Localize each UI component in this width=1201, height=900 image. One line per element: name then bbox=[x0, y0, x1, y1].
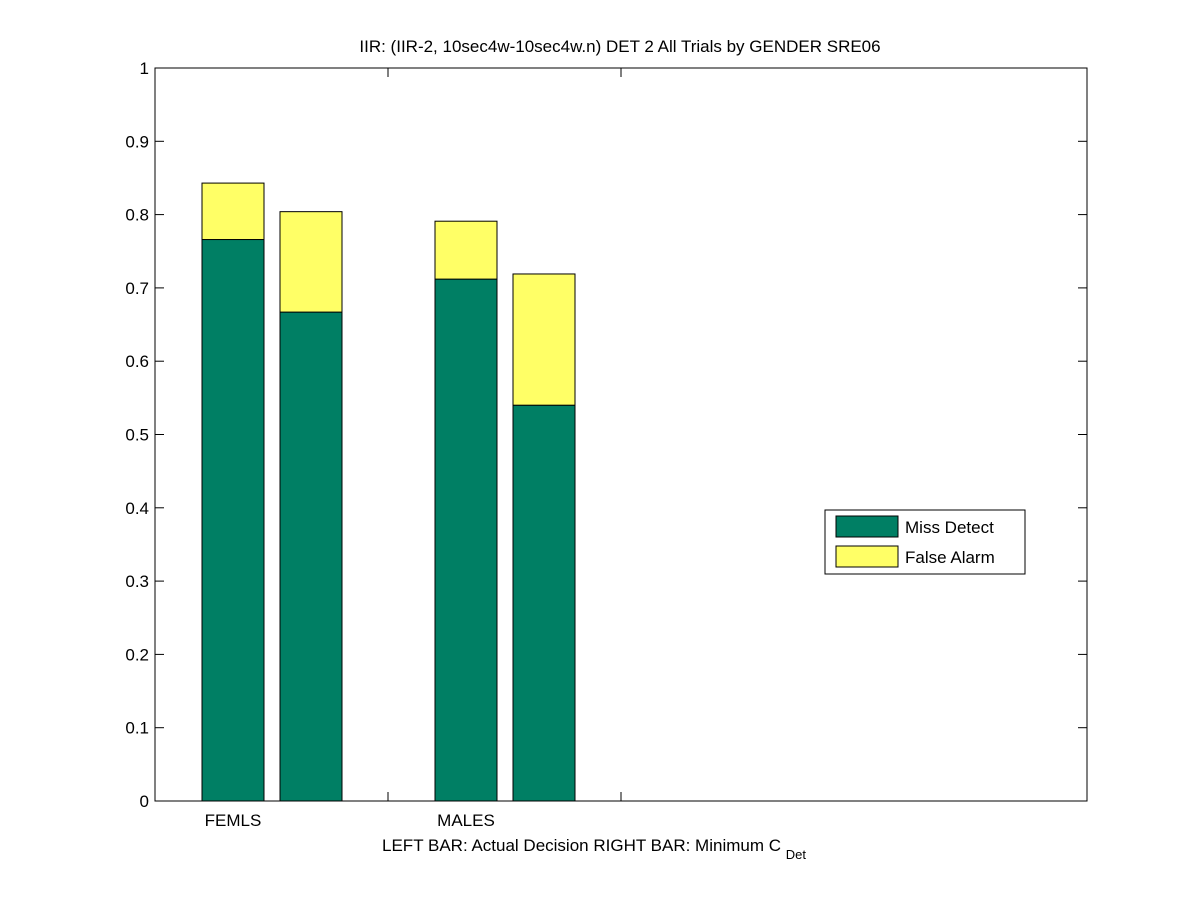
plot-area: 0 0.1 0.2 0.3 0.4 0.5 0.6 0.7 0.8 0.9 1 FEMLS MALES bbox=[125, 59, 1088, 830]
bar-miss-detect bbox=[512, 404, 576, 802]
x-tick-label: MALES bbox=[437, 811, 495, 830]
bar-false-alarm bbox=[201, 182, 265, 241]
y-tick-label: 0.3 bbox=[125, 572, 149, 591]
y-tick-label: 0.4 bbox=[125, 499, 149, 518]
legend-label-miss-detect: Miss Detect bbox=[905, 518, 994, 537]
x-axis-label-left: LEFT BAR: Actual Decision bbox=[382, 836, 589, 855]
y-tick-label: 0.8 bbox=[125, 206, 149, 225]
y-tick-label: 0.6 bbox=[125, 352, 149, 371]
bar-miss-detect bbox=[279, 311, 343, 802]
legend-label-false-alarm: False Alarm bbox=[905, 548, 995, 567]
x-axis-label-right: RIGHT BAR: Minimum C bbox=[593, 836, 781, 855]
y-tick-label: 0.1 bbox=[125, 719, 149, 738]
bar-false-alarm bbox=[512, 273, 576, 406]
y-tick-label: 1 bbox=[140, 59, 149, 78]
x-tick-label: FEMLS bbox=[205, 811, 262, 830]
x-axis-label: LEFT BAR: Actual Decision RIGHT BAR: Min… bbox=[382, 836, 806, 862]
y-tick-label: 0.7 bbox=[125, 279, 149, 298]
y-tick-label: 0.2 bbox=[125, 645, 149, 664]
y-tick-label: 0.9 bbox=[125, 132, 149, 151]
chart-title: IIR: (IIR-2, 10sec4w-10sec4w.n) DET 2 Al… bbox=[359, 37, 880, 56]
legend: Miss Detect False Alarm bbox=[824, 509, 1026, 575]
bar-false-alarm bbox=[279, 211, 343, 313]
bar-false-alarm bbox=[434, 220, 498, 280]
y-tick-label: 0 bbox=[140, 792, 149, 811]
bar-miss-detect bbox=[434, 278, 498, 802]
legend-swatch-miss-detect bbox=[835, 515, 899, 538]
legend-swatch-false-alarm bbox=[835, 545, 899, 568]
bar-miss-detect bbox=[201, 239, 265, 802]
y-tick-label: 0.5 bbox=[125, 426, 149, 445]
x-axis-label-subscript: Det bbox=[786, 847, 807, 862]
